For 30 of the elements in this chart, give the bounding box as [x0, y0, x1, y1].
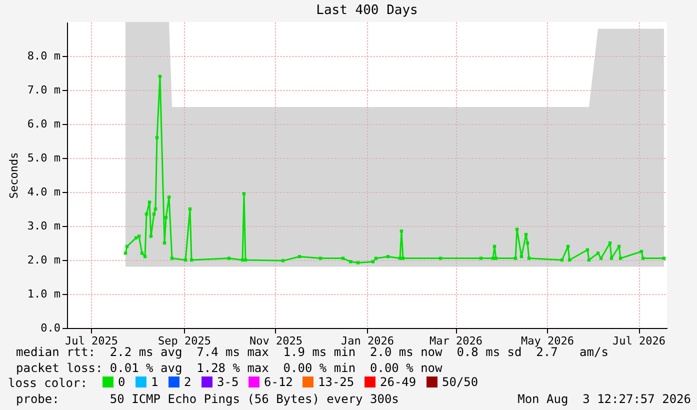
x-tick-label: Mar 2026	[430, 334, 482, 348]
y-tick-label: 6.0 m	[27, 118, 61, 130]
text: probe: 50 ICMP Echo Pings (56 Bytes) every 300s	[16, 392, 399, 406]
legend-label: 0	[118, 375, 126, 389]
y-tick-label: 0.0	[40, 322, 60, 334]
x-tick-label: Jul 2026	[612, 334, 666, 348]
y-tick-label: 3.0 m	[27, 220, 61, 232]
legend-label: 3-5	[217, 375, 239, 389]
legend-label: 13-25	[318, 375, 354, 389]
x-tick-label: Jul 2025	[65, 334, 118, 348]
y-tick-label: 1.0 m	[27, 288, 61, 300]
y-tick-label: 2.0 m	[27, 254, 61, 266]
legend-label: 26-49	[380, 375, 416, 389]
x-tick-label: Nov 2025	[250, 334, 302, 348]
legend-label: 50/50	[442, 375, 478, 389]
y-tick-label: 8.0 m	[27, 50, 61, 62]
legend-label: 1	[151, 375, 158, 389]
chart-title: Last 400 Days	[316, 3, 418, 18]
x-tick-label: May 2026	[521, 334, 574, 348]
y-tick-label: 7.0 m	[27, 84, 61, 96]
text: packet loss: 0.01 % avg 1.28 % max 0.00 % min 0.00 % now	[16, 361, 442, 375]
y-tick-label: 4.0 m	[27, 186, 61, 198]
y-axis-title: Seconds	[7, 152, 20, 199]
legend-label: 2	[184, 375, 192, 389]
x-tick-label: Jan 2026	[341, 334, 394, 348]
text: Mon Aug 3 12:27:57 2026	[518, 392, 691, 406]
x-tick-label: Sep 2025	[158, 334, 211, 348]
legend-title: loss color:	[8, 376, 88, 390]
legend-label: 6-12	[264, 375, 293, 389]
y-tick-label: 5.0 m	[27, 152, 61, 164]
